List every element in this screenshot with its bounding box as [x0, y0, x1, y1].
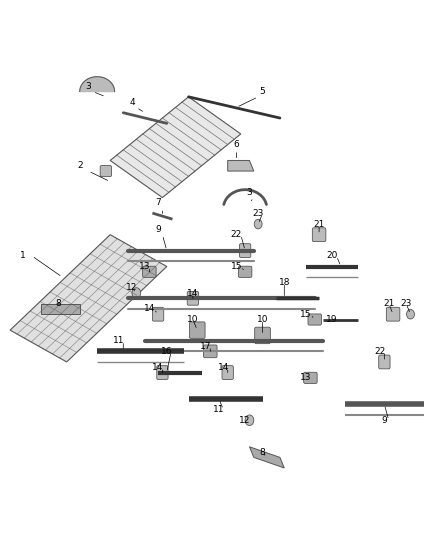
Text: 14: 14 — [152, 363, 164, 372]
Text: 16: 16 — [161, 347, 173, 356]
Polygon shape — [80, 77, 115, 92]
Text: 23: 23 — [252, 209, 264, 218]
FancyBboxPatch shape — [308, 314, 321, 325]
FancyBboxPatch shape — [143, 266, 156, 277]
Text: 13: 13 — [139, 262, 151, 271]
Polygon shape — [10, 235, 167, 362]
Text: 14: 14 — [187, 288, 198, 297]
Text: 10: 10 — [257, 315, 268, 324]
Text: 22: 22 — [374, 347, 385, 356]
Text: 13: 13 — [300, 373, 312, 382]
Polygon shape — [250, 447, 284, 468]
FancyBboxPatch shape — [187, 292, 198, 305]
Text: 11: 11 — [213, 405, 225, 414]
Text: 3: 3 — [85, 82, 91, 91]
Text: 9: 9 — [381, 416, 387, 425]
Text: 10: 10 — [187, 315, 199, 324]
Text: 8: 8 — [55, 299, 61, 308]
Circle shape — [254, 219, 262, 229]
FancyBboxPatch shape — [254, 327, 270, 344]
FancyBboxPatch shape — [189, 322, 205, 338]
FancyBboxPatch shape — [157, 366, 168, 379]
Text: 18: 18 — [279, 278, 290, 287]
Text: 5: 5 — [260, 87, 265, 96]
FancyBboxPatch shape — [238, 266, 252, 277]
Text: 14: 14 — [144, 304, 155, 313]
Text: 11: 11 — [113, 336, 125, 345]
Text: 19: 19 — [326, 315, 338, 324]
Polygon shape — [110, 97, 241, 198]
Text: 22: 22 — [231, 230, 242, 239]
Circle shape — [245, 415, 254, 425]
Text: 21: 21 — [314, 220, 325, 229]
Text: 8: 8 — [260, 448, 265, 457]
Polygon shape — [41, 304, 80, 314]
Text: 6: 6 — [233, 140, 239, 149]
Text: 23: 23 — [400, 299, 412, 308]
Text: 15: 15 — [231, 262, 242, 271]
Text: 17: 17 — [200, 342, 212, 351]
Circle shape — [132, 288, 141, 298]
FancyBboxPatch shape — [152, 308, 164, 321]
Text: 12: 12 — [240, 416, 251, 425]
Text: 15: 15 — [300, 310, 312, 319]
Text: 9: 9 — [155, 225, 161, 234]
Polygon shape — [228, 160, 254, 171]
FancyBboxPatch shape — [312, 228, 326, 241]
FancyBboxPatch shape — [379, 355, 390, 369]
Text: 2: 2 — [77, 161, 82, 170]
Circle shape — [406, 310, 414, 319]
FancyBboxPatch shape — [304, 372, 317, 383]
Text: 7: 7 — [155, 198, 161, 207]
Text: 21: 21 — [383, 299, 395, 308]
FancyBboxPatch shape — [204, 345, 217, 358]
Text: 14: 14 — [218, 363, 229, 372]
Text: 4: 4 — [129, 98, 135, 107]
FancyBboxPatch shape — [386, 308, 400, 321]
Text: 1: 1 — [20, 252, 26, 261]
FancyBboxPatch shape — [240, 244, 251, 257]
FancyBboxPatch shape — [222, 366, 233, 379]
Text: 3: 3 — [247, 188, 252, 197]
Text: 12: 12 — [126, 283, 138, 292]
FancyBboxPatch shape — [100, 165, 112, 176]
Text: 20: 20 — [326, 252, 338, 261]
